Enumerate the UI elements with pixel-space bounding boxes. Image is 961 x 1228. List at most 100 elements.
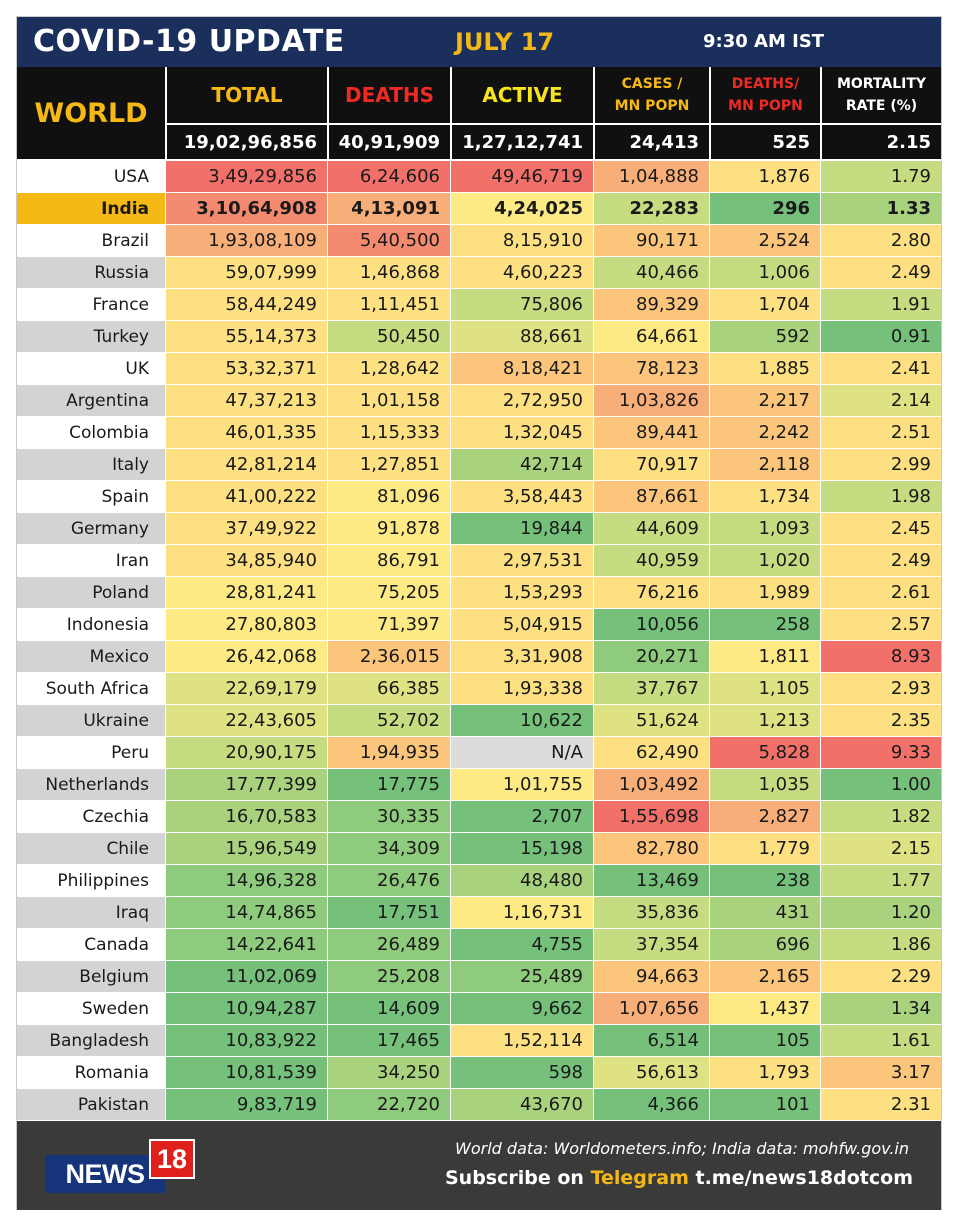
cell-deaths-per-mn: 1,793 (709, 1057, 820, 1089)
cell-deaths: 22,720 (327, 1089, 450, 1121)
cell-active: 2,97,531 (450, 545, 593, 577)
cell-cases-per-mn: 89,329 (593, 289, 709, 321)
cell-cases-per-mn: 37,354 (593, 929, 709, 961)
cell-active: 75,806 (450, 289, 593, 321)
cell-mortality-rate: 0.91 (820, 321, 941, 353)
world-total-deaths: 40,91,909 (327, 123, 450, 159)
world-total-deaths-per-mn: 525 (709, 123, 820, 159)
header-line: ACTIVE (482, 83, 563, 107)
cell-active: 598 (450, 1057, 593, 1089)
header-cases-per-mn: CASES / MN POPN (593, 67, 709, 123)
telegram-label: Telegram (590, 1167, 689, 1189)
cell-deaths: 26,489 (327, 929, 450, 961)
country-name: Romania (17, 1057, 165, 1089)
telegram-link[interactable]: t.me/news18dotcom (695, 1167, 914, 1189)
cell-deaths: 17,775 (327, 769, 450, 801)
table-row: Netherlands 17,77,399 17,775 1,01,755 1,03,4… (17, 769, 941, 801)
table-row: Iran 34,85,940 86,791 2,97,531 40,959 1,020 2.… (17, 545, 941, 577)
cell-deaths-per-mn: 2,217 (709, 385, 820, 417)
cell-total: 1,93,08,109 (165, 225, 327, 257)
cell-deaths-per-mn: 1,876 (709, 161, 820, 193)
header-deaths-per-mn: DEATHS/MN POPN (709, 67, 820, 123)
table-row: Belgium 11,02,069 25,208 25,489 94,663 2,165 2… (17, 961, 941, 993)
cell-mortality-rate: 2.99 (820, 449, 941, 481)
cell-mortality-rate: 2.31 (820, 1089, 941, 1121)
cell-active: 10,622 (450, 705, 593, 737)
subscribe-line: Subscribe on Telegram t.me/news18dotcom (445, 1167, 913, 1189)
cell-total: 41,00,222 (165, 481, 327, 513)
cell-mortality-rate: 2.15 (820, 833, 941, 865)
cell-mortality-rate: 1.86 (820, 929, 941, 961)
cell-active: N/A (450, 737, 593, 769)
table-row: Romania 10,81,539 34,250 598 56,613 1,793 3.17 (17, 1057, 941, 1089)
cell-cases-per-mn: 89,441 (593, 417, 709, 449)
cell-deaths: 17,465 (327, 1025, 450, 1057)
country-name: Indonesia (17, 609, 165, 641)
cell-active: 4,755 (450, 929, 593, 961)
cell-deaths-per-mn: 2,524 (709, 225, 820, 257)
cell-cases-per-mn: 10,056 (593, 609, 709, 641)
cell-total: 55,14,373 (165, 321, 327, 353)
country-name: South Africa (17, 673, 165, 705)
cell-mortality-rate: 8.93 (820, 641, 941, 673)
title-heading: COVID-19 UPDATE (33, 24, 345, 59)
cell-mortality-rate: 1.61 (820, 1025, 941, 1057)
cell-active: 2,707 (450, 801, 593, 833)
cell-active: 4,24,025 (450, 193, 593, 225)
country-name: Ukraine (17, 705, 165, 737)
cell-active: 5,04,915 (450, 609, 593, 641)
table-row: USA 3,49,29,856 6,24,606 49,46,719 1,04,888 1… (17, 161, 941, 193)
header-line: MN POPN (614, 98, 690, 114)
cell-total: 28,81,241 (165, 577, 327, 609)
table-row: Czechia 16,70,583 30,335 2,707 1,55,698 2,827… (17, 801, 941, 833)
cell-active: 19,844 (450, 513, 593, 545)
cell-deaths: 1,28,642 (327, 353, 450, 385)
cell-cases-per-mn: 90,171 (593, 225, 709, 257)
cell-total: 58,44,249 (165, 289, 327, 321)
country-name: UK (17, 353, 165, 385)
cell-mortality-rate: 1.33 (820, 193, 941, 225)
country-name: Canada (17, 929, 165, 961)
table-row: India 3,10,64,908 4,13,091 4,24,025 22,283 29… (17, 193, 941, 225)
cell-total: 22,43,605 (165, 705, 327, 737)
cell-total: 27,80,803 (165, 609, 327, 641)
cell-total: 9,83,719 (165, 1089, 327, 1121)
country-name: Italy (17, 449, 165, 481)
cell-deaths: 75,205 (327, 577, 450, 609)
cell-active: 2,72,950 (450, 385, 593, 417)
table-row: Peru 20,90,175 1,94,935 N/A 62,490 5,828 9.33 (17, 737, 941, 769)
cell-mortality-rate: 1.00 (820, 769, 941, 801)
table-row: UK 53,32,371 1,28,642 8,18,421 78,123 1,885 2.… (17, 353, 941, 385)
cell-mortality-rate: 3.17 (820, 1057, 941, 1089)
cell-active: 43,670 (450, 1089, 593, 1121)
cell-cases-per-mn: 56,613 (593, 1057, 709, 1089)
covid-update-card: COVID-19 UPDATE JULY 17 9:30 AM IST WORL… (16, 16, 942, 1210)
cell-deaths-per-mn: 1,006 (709, 257, 820, 289)
header-line: CASES / (621, 75, 683, 92)
country-name: Iraq (17, 897, 165, 929)
cell-deaths-per-mn: 696 (709, 929, 820, 961)
country-name: Peru (17, 737, 165, 769)
table-row: Poland 28,81,241 75,205 1,53,293 76,216 1,989… (17, 577, 941, 609)
header-total: TOTAL (165, 67, 327, 123)
cell-cases-per-mn: 40,466 (593, 257, 709, 289)
cell-cases-per-mn: 82,780 (593, 833, 709, 865)
table-row: France 58,44,249 1,11,451 75,806 89,329 1,704… (17, 289, 941, 321)
country-name: USA (17, 161, 165, 193)
cell-cases-per-mn: 51,624 (593, 705, 709, 737)
cell-cases-per-mn: 44,609 (593, 513, 709, 545)
cell-mortality-rate: 2.41 (820, 353, 941, 385)
cell-active: 48,480 (450, 865, 593, 897)
cell-total: 10,81,539 (165, 1057, 327, 1089)
country-name: India (17, 193, 165, 225)
cell-cases-per-mn: 64,661 (593, 321, 709, 353)
cell-deaths: 2,36,015 (327, 641, 450, 673)
logo-18-badge: 18 (149, 1139, 195, 1179)
cell-cases-per-mn: 13,469 (593, 865, 709, 897)
cell-active: 1,01,755 (450, 769, 593, 801)
cell-total: 14,74,865 (165, 897, 327, 929)
country-name: Pakistan (17, 1089, 165, 1121)
country-name: Germany (17, 513, 165, 545)
cell-active: 4,60,223 (450, 257, 593, 289)
table-row: Bangladesh 10,83,922 17,465 1,52,114 6,514 10… (17, 1025, 941, 1057)
